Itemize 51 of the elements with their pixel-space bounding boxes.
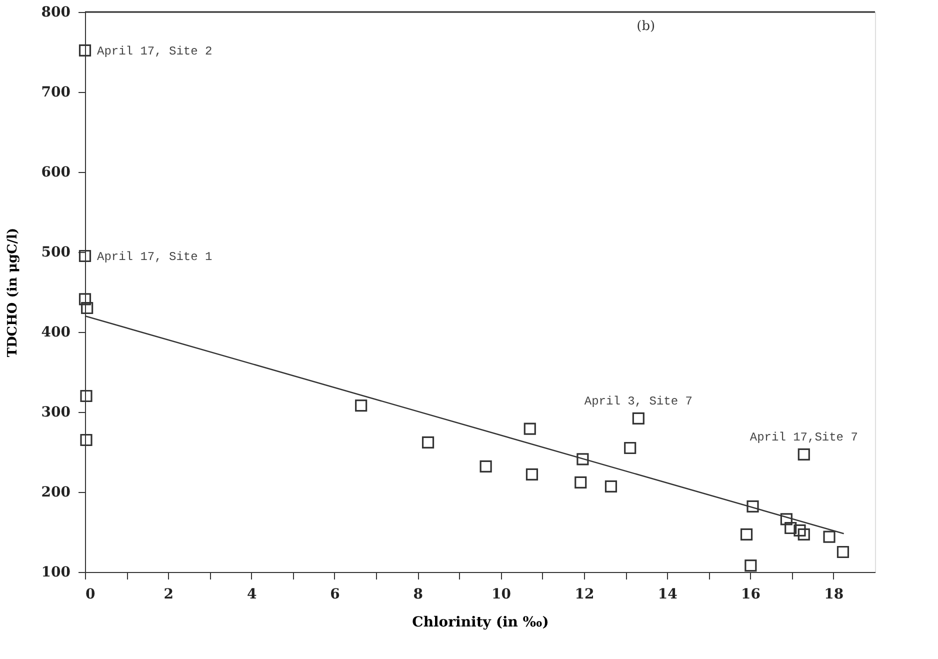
y-tick-label: 100: [41, 564, 71, 580]
y-tick-label: 800: [41, 4, 71, 20]
point: [798, 448, 810, 460]
point: [355, 400, 368, 412]
y-tick-label: 500: [41, 244, 71, 260]
point: [480, 460, 492, 472]
annotation: (b): [636, 19, 656, 34]
y-tick-label: 400: [41, 324, 71, 340]
x-tick-label: 8: [413, 586, 424, 602]
point: [746, 500, 759, 512]
x-axis-title: Chlorinity (in ‰): [412, 614, 549, 630]
point: [604, 480, 618, 492]
point: [78, 44, 92, 56]
x-tick-label: 16: [741, 586, 761, 602]
x-tick-label: 10: [492, 586, 512, 602]
point: [78, 250, 92, 262]
point: [744, 560, 757, 572]
point: [823, 530, 836, 543]
point: [78, 293, 92, 306]
x-tick-label: 0: [86, 586, 96, 602]
point: [780, 513, 792, 526]
x-tick-label: 2: [164, 586, 174, 602]
x-tick-label: 4: [246, 586, 257, 602]
point: [794, 524, 806, 536]
y-tick-label: 200: [41, 484, 71, 500]
point: [422, 436, 434, 448]
point: [80, 390, 92, 402]
point: [624, 442, 636, 454]
annotation: April 17, Site 1: [97, 250, 212, 264]
annotation: April 3, Site 7: [584, 394, 692, 408]
point: [576, 453, 589, 466]
point: [81, 302, 94, 314]
point: [740, 528, 753, 540]
point: [526, 468, 538, 480]
point: [784, 522, 797, 534]
y-axis-title: TDCHO (in μgC/l): [5, 228, 20, 358]
point: [574, 476, 587, 488]
point: [524, 422, 536, 435]
point: [836, 546, 850, 558]
x-tick-label: 12: [574, 586, 594, 602]
annotation: April 17,Site 7: [750, 430, 858, 444]
y-tick-label: 700: [41, 84, 71, 100]
x-tick-label: 6: [330, 586, 340, 602]
x-tick-label: 18: [824, 586, 844, 602]
y-tick-label: 300: [41, 404, 71, 420]
point: [80, 434, 92, 446]
point: [632, 412, 644, 424]
y-tick-label: 600: [41, 164, 71, 180]
annotation: April 17, Site 2: [97, 44, 212, 58]
x-tick-label: 14: [658, 586, 678, 602]
point: [798, 528, 810, 540]
